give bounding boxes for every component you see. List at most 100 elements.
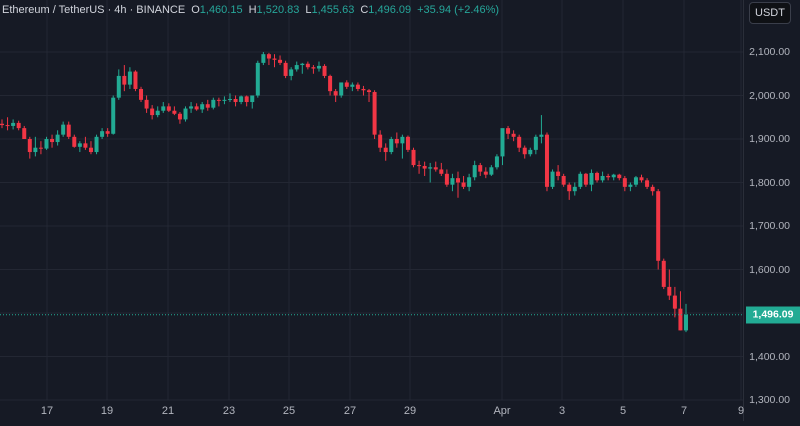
candle	[261, 54, 266, 63]
time-tick-label: 17	[40, 405, 54, 417]
last-price-label: 1,496.09	[746, 306, 800, 324]
candle	[300, 63, 305, 66]
change-value: +35.94 (+2.46%)	[417, 4, 500, 16]
time-tick-label: 21	[161, 405, 175, 417]
currency-button[interactable]: USDT	[749, 2, 791, 24]
candle	[684, 314, 688, 331]
candle	[550, 171, 555, 187]
time-tick-label: 25	[282, 405, 296, 417]
price-tick-label: 1,600.00	[749, 263, 790, 276]
candle	[150, 108, 155, 116]
candle	[200, 104, 205, 110]
candle	[22, 128, 27, 139]
candle	[650, 186, 655, 192]
candle	[83, 143, 88, 148]
candle	[194, 106, 199, 110]
candle	[439, 169, 444, 174]
open-label: O	[191, 4, 200, 16]
candle	[450, 178, 455, 185]
candle	[383, 147, 388, 153]
candle	[433, 167, 438, 170]
candle	[166, 106, 171, 111]
candle	[278, 59, 283, 63]
candle	[155, 110, 160, 116]
candle	[0, 123, 4, 126]
candle	[572, 186, 577, 192]
candle	[272, 58, 277, 60]
candle	[333, 91, 338, 96]
candle	[50, 139, 55, 143]
candle	[289, 69, 294, 76]
candle	[378, 134, 383, 148]
candle	[122, 75, 127, 85]
candle	[567, 184, 572, 192]
candle	[444, 173, 449, 185]
candle	[500, 128, 505, 157]
candle	[38, 147, 43, 149]
candle	[339, 82, 344, 96]
candle	[355, 84, 360, 89]
candle	[33, 147, 38, 153]
candle	[61, 124, 66, 135]
price-tick-label: 2,100.00	[749, 46, 790, 58]
price-tick-label: 1,300.00	[749, 394, 790, 406]
candle	[483, 171, 488, 175]
candle	[456, 178, 460, 183]
candle	[233, 98, 238, 103]
candle	[622, 178, 627, 187]
candle	[389, 139, 394, 153]
time-tick-label: Apr	[493, 405, 511, 417]
candle	[100, 131, 105, 137]
high-label: H	[248, 4, 257, 16]
time-tick-label: 29	[403, 405, 417, 417]
candle	[161, 106, 166, 111]
candle	[617, 174, 622, 179]
candle	[478, 165, 483, 172]
candle	[77, 143, 82, 147]
candle	[522, 147, 527, 155]
candle	[172, 110, 177, 114]
candle	[461, 182, 466, 187]
candle	[556, 171, 561, 176]
candle	[472, 165, 477, 178]
candle	[133, 71, 138, 89]
candle	[294, 65, 299, 70]
low-value: 1,455.63	[311, 4, 355, 16]
candle	[116, 75, 121, 98]
candle	[316, 65, 321, 69]
time-tick-label: 5	[619, 405, 627, 417]
close-value: 1,496.09	[368, 4, 412, 16]
candle	[578, 173, 583, 187]
candle	[16, 122, 21, 129]
price-tick-label: 2,000.00	[749, 89, 790, 102]
candle	[216, 99, 221, 101]
candle	[250, 95, 255, 103]
candle	[411, 149, 416, 166]
candle	[322, 65, 327, 76]
candle	[350, 84, 355, 87]
candle	[88, 147, 93, 153]
chart-legend: Ethereum / TetherUS · 4h · BINANCE O 1,4…	[2, 4, 499, 16]
candle	[600, 175, 605, 181]
candle	[506, 128, 511, 134]
time-tick-label: 7	[680, 405, 688, 417]
candle	[305, 63, 310, 68]
candle	[144, 99, 149, 109]
time-tick-label: 23	[222, 405, 236, 417]
candle	[606, 175, 611, 178]
candle	[189, 106, 194, 109]
candle	[205, 104, 210, 108]
candle	[561, 175, 566, 185]
open-value: 1,460.15	[199, 4, 243, 16]
candle	[239, 96, 244, 103]
symbol-title[interactable]: Ethereum / TetherUS · 4h · BINANCE	[2, 4, 186, 16]
time-tick-label: 19	[100, 405, 114, 417]
candle	[105, 131, 110, 134]
candle	[528, 149, 533, 155]
candle	[139, 88, 144, 100]
candle	[222, 99, 227, 101]
candle	[372, 92, 377, 135]
candle	[127, 71, 132, 85]
